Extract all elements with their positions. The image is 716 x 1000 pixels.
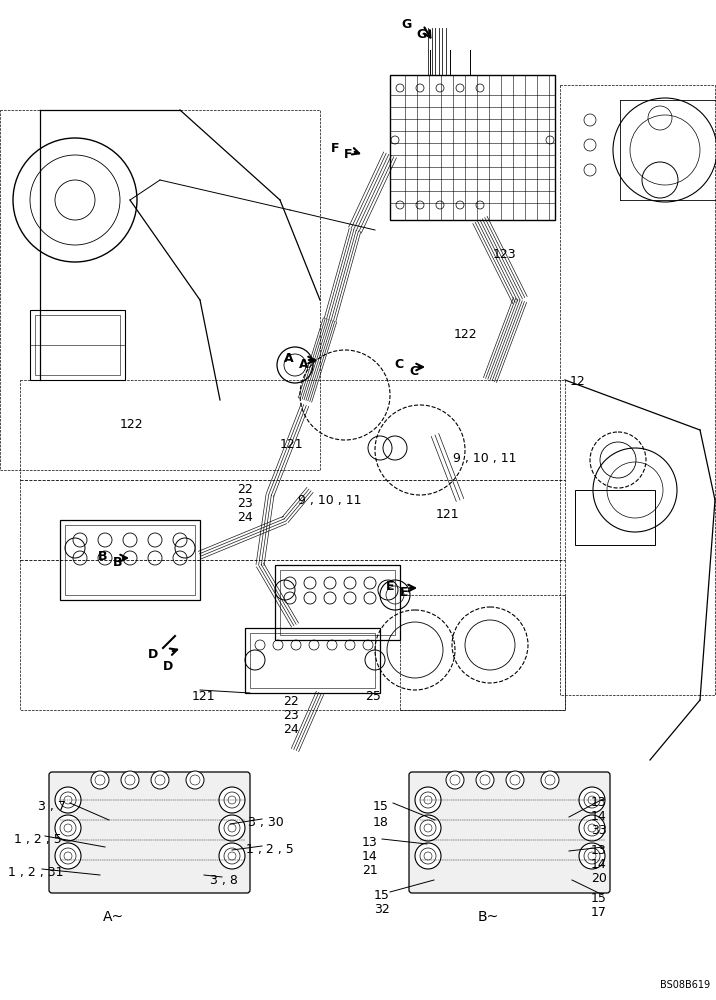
Text: 23: 23 — [237, 497, 253, 510]
Circle shape — [186, 771, 204, 789]
Bar — [245, 628, 380, 693]
Text: 3 , 30: 3 , 30 — [248, 816, 284, 829]
Text: A: A — [284, 352, 294, 364]
Text: 9 , 10 , 11: 9 , 10 , 11 — [298, 494, 362, 507]
Text: B: B — [98, 550, 107, 562]
Text: 3 , 8: 3 , 8 — [210, 874, 238, 887]
Text: 15: 15 — [374, 889, 390, 902]
Text: C: C — [409, 365, 418, 378]
Text: 21: 21 — [362, 864, 378, 877]
Circle shape — [219, 815, 245, 841]
Bar — [280, 570, 395, 635]
Text: F: F — [331, 141, 339, 154]
Text: 12: 12 — [570, 375, 586, 388]
Text: 22: 22 — [237, 483, 253, 496]
Text: 121: 121 — [436, 508, 460, 521]
Circle shape — [219, 843, 245, 869]
Text: 121: 121 — [280, 438, 304, 451]
FancyBboxPatch shape — [409, 772, 610, 893]
Circle shape — [446, 771, 464, 789]
Text: 22: 22 — [283, 695, 299, 708]
Text: 24: 24 — [283, 723, 299, 736]
Bar — [30, 310, 125, 380]
Text: 15: 15 — [373, 800, 389, 813]
Text: B: B — [113, 556, 122, 569]
Text: 1 , 2 , 5: 1 , 2 , 5 — [14, 833, 62, 846]
Text: E: E — [400, 586, 409, 599]
Bar — [0, 110, 320, 470]
Bar — [60, 520, 200, 600]
Text: 14: 14 — [591, 858, 606, 871]
Bar — [35, 315, 120, 375]
Text: A: A — [299, 358, 309, 371]
Text: 3 , 7: 3 , 7 — [38, 800, 66, 813]
Bar — [65, 525, 195, 595]
Text: 18: 18 — [373, 816, 389, 829]
Text: C: C — [395, 359, 404, 371]
Text: D: D — [148, 648, 158, 662]
Text: 121: 121 — [192, 690, 216, 703]
Text: 14: 14 — [362, 850, 378, 863]
Circle shape — [415, 815, 441, 841]
Text: 14: 14 — [591, 810, 606, 823]
Text: G: G — [416, 28, 426, 41]
Circle shape — [541, 771, 559, 789]
Text: 25: 25 — [365, 690, 381, 703]
Circle shape — [579, 815, 605, 841]
Circle shape — [151, 771, 169, 789]
Circle shape — [55, 815, 81, 841]
Text: BS08B619: BS08B619 — [660, 980, 710, 990]
Text: 123: 123 — [493, 248, 517, 261]
Text: 24: 24 — [237, 511, 253, 524]
Text: A~: A~ — [102, 910, 124, 924]
Bar — [560, 85, 715, 695]
Text: 122: 122 — [120, 418, 144, 431]
Text: 23: 23 — [283, 709, 299, 722]
Text: 13: 13 — [362, 836, 378, 849]
Text: 1 , 2 , 5: 1 , 2 , 5 — [246, 843, 294, 856]
Text: B~: B~ — [478, 910, 498, 924]
Text: E: E — [386, 580, 395, 592]
Circle shape — [121, 771, 139, 789]
Text: 13: 13 — [591, 796, 606, 809]
Bar — [400, 595, 565, 710]
Bar — [390, 75, 555, 220]
Circle shape — [476, 771, 494, 789]
Text: 15: 15 — [591, 892, 607, 905]
Text: 13: 13 — [591, 844, 606, 857]
Bar — [250, 633, 375, 688]
Circle shape — [55, 843, 81, 869]
Bar — [20, 380, 565, 710]
Bar — [575, 490, 655, 545]
Circle shape — [55, 787, 81, 813]
Circle shape — [579, 843, 605, 869]
Text: 122: 122 — [454, 328, 478, 341]
Circle shape — [219, 787, 245, 813]
Text: F: F — [344, 148, 352, 161]
Circle shape — [415, 787, 441, 813]
Text: 17: 17 — [591, 906, 607, 919]
Text: G: G — [401, 18, 411, 31]
FancyBboxPatch shape — [49, 772, 250, 893]
Text: 1 , 2 , 31: 1 , 2 , 31 — [8, 866, 64, 879]
Circle shape — [91, 771, 109, 789]
Text: 32: 32 — [374, 903, 390, 916]
Text: 20: 20 — [591, 872, 607, 885]
Text: D: D — [163, 660, 173, 673]
Text: 33: 33 — [591, 824, 606, 837]
Circle shape — [415, 843, 441, 869]
Circle shape — [506, 771, 524, 789]
Circle shape — [579, 787, 605, 813]
Text: 9 , 10 , 11: 9 , 10 , 11 — [453, 452, 516, 465]
Bar — [275, 565, 400, 640]
